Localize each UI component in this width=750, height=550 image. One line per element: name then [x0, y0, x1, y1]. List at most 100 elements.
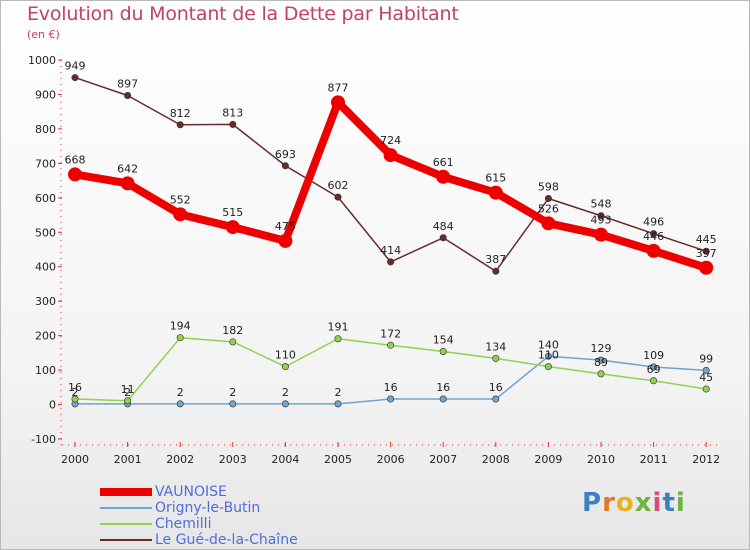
- data-point: [544, 352, 552, 360]
- x-tick-label: 2000: [61, 453, 89, 466]
- data-label: 2: [282, 386, 289, 399]
- data-label: 813: [222, 106, 243, 119]
- data-label: 552: [170, 193, 191, 206]
- data-label: 661: [433, 156, 454, 169]
- data-label: 2: [229, 386, 236, 399]
- data-point: [597, 370, 605, 378]
- data-label: 45: [699, 371, 713, 384]
- data-point: [650, 230, 658, 238]
- data-point: [439, 395, 447, 403]
- data-label: 134: [485, 340, 506, 353]
- data-point: [334, 400, 342, 408]
- data-label: 2: [335, 386, 342, 399]
- data-label: 897: [117, 77, 138, 90]
- proxiti-logo: Proxiti: [582, 488, 686, 518]
- data-label: 615: [485, 172, 506, 185]
- data-label: 693: [275, 148, 296, 161]
- y-tick-label: 200: [35, 330, 56, 343]
- data-point: [646, 243, 661, 258]
- data-point: [702, 385, 710, 393]
- data-label: 110: [538, 349, 559, 362]
- legend-swatch: [100, 523, 152, 525]
- chart-subtitle: (en €): [27, 28, 60, 41]
- data-label: 445: [696, 233, 717, 246]
- y-tick-label: 300: [35, 295, 56, 308]
- data-label: 194: [170, 320, 191, 333]
- data-label: 397: [696, 247, 717, 260]
- data-label: 140: [538, 338, 559, 351]
- data-label: 172: [380, 327, 401, 340]
- y-tick-label: 600: [35, 192, 56, 205]
- data-label: 949: [65, 60, 86, 73]
- data-label: 515: [222, 206, 243, 219]
- x-tick-label: 2011: [640, 453, 668, 466]
- data-label: 475: [275, 220, 296, 233]
- data-point: [176, 400, 184, 408]
- data-point: [71, 74, 79, 82]
- data-label: 16: [384, 381, 398, 394]
- data-point: [229, 400, 237, 408]
- data-point: [544, 195, 552, 203]
- x-tick-label: 2010: [587, 453, 615, 466]
- data-label: 99: [699, 352, 713, 365]
- y-tick-label: 0: [49, 399, 56, 412]
- data-label: 109: [643, 349, 664, 362]
- data-label: 154: [433, 333, 454, 346]
- data-point: [492, 354, 500, 362]
- data-point: [278, 233, 293, 248]
- data-point: [71, 395, 79, 403]
- data-point: [702, 247, 710, 255]
- legend-label: VAUNOISE: [155, 484, 227, 500]
- y-tick-label: 100: [35, 364, 56, 377]
- x-tick-label: 2008: [482, 453, 510, 466]
- data-label: 598: [538, 181, 559, 194]
- data-label: 387: [485, 253, 506, 266]
- x-tick-label: 2005: [324, 453, 352, 466]
- x-tick-label: 2004: [271, 453, 299, 466]
- data-point: [176, 334, 184, 342]
- x-tick-label: 2006: [377, 453, 405, 466]
- data-label: 11: [121, 383, 135, 396]
- data-point: [176, 121, 184, 129]
- data-label: 69: [647, 363, 661, 376]
- data-label: 16: [489, 381, 503, 394]
- data-point: [387, 258, 395, 266]
- data-point: [597, 356, 605, 364]
- data-label: 724: [380, 134, 401, 147]
- data-point: [436, 169, 451, 184]
- legend-swatch: [100, 507, 152, 509]
- data-point: [650, 377, 658, 385]
- x-tick-label: 2012: [692, 453, 720, 466]
- y-tick-label: -100: [31, 433, 56, 446]
- data-point: [281, 400, 289, 408]
- data-point: [124, 91, 132, 99]
- data-label: 89: [594, 356, 608, 369]
- data-point: [120, 176, 135, 191]
- legend-swatch: [100, 539, 152, 541]
- legend-label: Origny-le-Butin: [155, 500, 261, 516]
- y-tick-label: 1000: [28, 54, 56, 67]
- data-point: [594, 227, 608, 242]
- data-point: [488, 185, 503, 200]
- data-point: [387, 341, 395, 349]
- chart-title: Evolution du Montant de la Dette par Hab…: [27, 3, 459, 25]
- data-label: 642: [117, 162, 138, 175]
- x-tick-label: 2007: [429, 453, 457, 466]
- data-label: 446: [643, 230, 664, 243]
- data-label: 2: [177, 386, 184, 399]
- x-tick-label: 2001: [114, 453, 142, 466]
- data-point: [331, 95, 345, 110]
- data-point: [702, 366, 710, 374]
- data-point: [439, 347, 447, 355]
- data-label: 2: [124, 386, 131, 399]
- data-label: 484: [433, 220, 454, 233]
- data-point: [387, 395, 395, 403]
- data-label: 16: [68, 381, 82, 394]
- data-point: [334, 335, 342, 343]
- data-label: 414: [380, 244, 401, 257]
- data-label: 493: [591, 214, 612, 227]
- data-point: [650, 363, 658, 371]
- data-point: [173, 207, 188, 222]
- data-point: [544, 363, 552, 371]
